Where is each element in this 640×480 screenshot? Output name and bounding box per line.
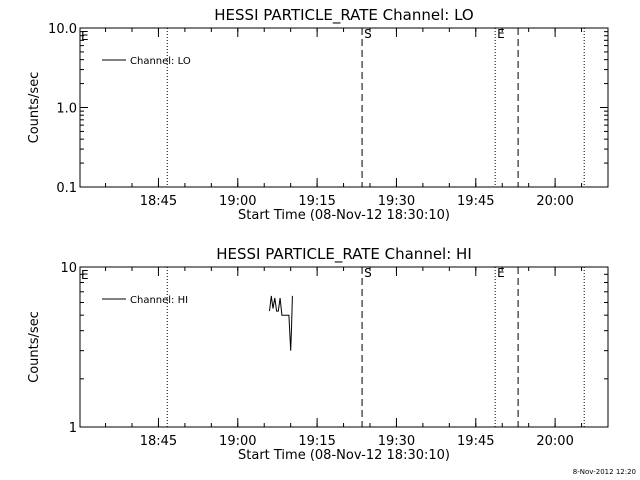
x-tick-label: 19:45 xyxy=(457,434,494,449)
x-tick-label: 19:00 xyxy=(219,194,256,209)
x-tick-label: 19:45 xyxy=(457,194,494,209)
x-tick-label: 19:30 xyxy=(378,434,415,449)
x-tick-label: 20:00 xyxy=(536,194,573,209)
x-tick-label: 20:00 xyxy=(536,434,573,449)
legend-label: Channel: LO xyxy=(130,56,191,67)
y-tick-label: 1.0 xyxy=(56,102,77,117)
x-tick-label: 19:00 xyxy=(219,434,256,449)
edge-marker-label: E xyxy=(81,29,89,43)
y-tick-label: 0.1 xyxy=(56,181,77,196)
plot-frame xyxy=(79,27,609,188)
x-tick-label: 18:45 xyxy=(140,194,177,209)
x-tick-label: 19:15 xyxy=(298,434,335,449)
chart-title: HESSI PARTICLE_RATE Channel: HI xyxy=(216,245,472,264)
legend-label: Channel: HI xyxy=(130,295,188,306)
x-tick-label: 18:45 xyxy=(140,434,177,449)
event-marker-label: S xyxy=(364,27,372,41)
y-axis-label: Counts/sec xyxy=(27,311,42,383)
y-tick-label: 1 xyxy=(69,421,77,436)
x-axis-label: Start Time (08-Nov-12 18:30:10) xyxy=(238,208,450,223)
y-axis-label: Counts/sec xyxy=(27,72,42,144)
x-tick-label: 19:30 xyxy=(378,194,415,209)
footer-timestamp: 8-Nov-2012 12:20 xyxy=(573,468,636,476)
event-marker-label: E xyxy=(497,266,505,280)
chart-title: HESSI PARTICLE_RATE Channel: LO xyxy=(214,6,473,25)
panel-hi: HESSI PARTICLE_RATE Channel: HI 1 10 18:45 1… xyxy=(27,245,609,463)
x-axis-label: Start Time (08-Nov-12 18:30:10) xyxy=(238,448,450,463)
y-tick-label: 10 xyxy=(60,261,77,276)
x-tick-label: 19:15 xyxy=(298,194,335,209)
y-tick-label: 10.0 xyxy=(48,22,77,37)
edge-marker-label: E xyxy=(81,268,89,282)
event-marker-label: S xyxy=(364,266,372,280)
plot-frame xyxy=(79,266,609,428)
series-line xyxy=(269,295,293,351)
event-marker-label: E xyxy=(497,27,505,41)
panel-lo: HESSI PARTICLE_RATE Channel: LO 0.1 1.0 10.… xyxy=(27,6,609,223)
